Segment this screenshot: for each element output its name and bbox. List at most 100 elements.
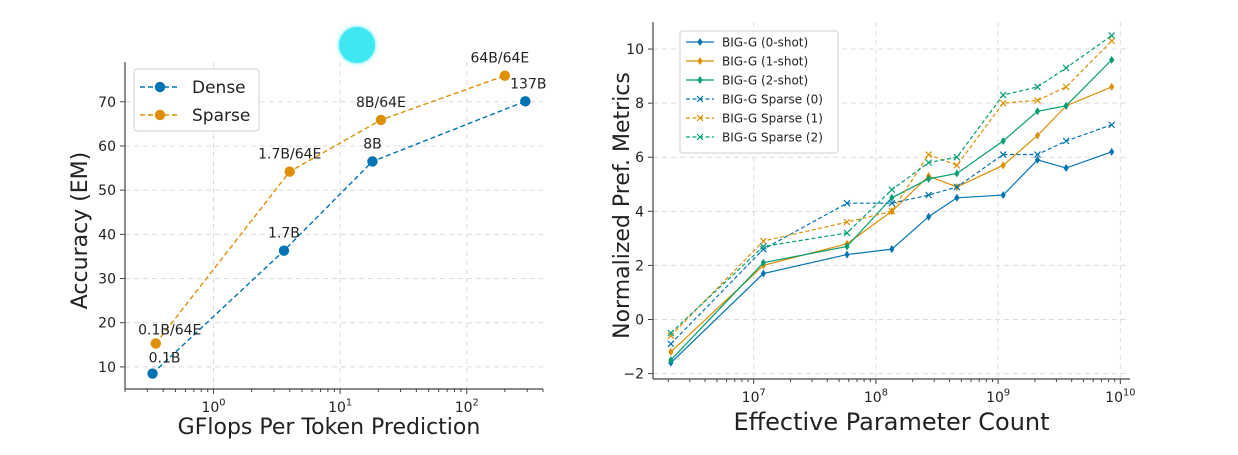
- x-axis-label: GFlops Per Token Prediction: [178, 415, 481, 440]
- data-point: [1063, 101, 1069, 110]
- legend-label: BIG-G Sparse (0): [722, 93, 823, 107]
- data-point: [889, 245, 895, 254]
- data-point: [147, 368, 158, 379]
- x-tick-label: 107: [742, 388, 766, 406]
- data-point: [953, 161, 961, 169]
- data-point: [1108, 121, 1116, 129]
- legend-label: BIG-G Sparse (2): [722, 131, 823, 145]
- y-tick-label: 50: [98, 183, 116, 199]
- legend-label: BIG-G Sparse (1): [722, 112, 823, 126]
- data-label: 137B: [510, 76, 546, 92]
- y-tick-label: 60: [98, 139, 116, 155]
- data-point: [667, 340, 675, 348]
- y-tick-label: 30: [98, 272, 116, 288]
- data-point: [1034, 83, 1041, 91]
- x-axis-label: Effective Parameter Count: [733, 408, 1049, 436]
- data-point: [953, 153, 961, 161]
- data-point: [925, 151, 933, 158]
- y-axis-label: Normalized Pref. Metrics: [610, 72, 635, 339]
- series-line-dense: [152, 100, 526, 375]
- data-point: [843, 218, 851, 226]
- data-point: [1109, 82, 1115, 91]
- data-point: [668, 347, 674, 356]
- data-point: [667, 329, 675, 337]
- data-point: [954, 169, 960, 178]
- data-label: 1.7B/64E: [258, 147, 321, 163]
- legend-marker: [154, 109, 166, 121]
- data-point: [1108, 37, 1116, 45]
- data-point: [760, 269, 766, 278]
- data-label: 1.7B: [268, 226, 300, 242]
- legend: Dense Sparse: [133, 68, 260, 132]
- data-point: [1000, 161, 1006, 170]
- cursor-highlight: [339, 27, 375, 63]
- data-point: [888, 207, 896, 215]
- data-point: [375, 114, 387, 126]
- data-point: [888, 199, 896, 207]
- series-line-2: [670, 59, 1113, 361]
- data-point: [954, 193, 960, 202]
- data-label: 0.1B: [149, 351, 181, 367]
- data-point: [925, 159, 933, 167]
- legend-label: BIG-G (1-shot): [722, 55, 808, 69]
- data-point: [926, 212, 932, 221]
- data-point: [367, 156, 378, 167]
- y-tick-label: 4: [635, 204, 644, 220]
- data-point: [953, 183, 961, 191]
- legend-box: [679, 30, 839, 154]
- data-point: [999, 91, 1007, 99]
- data-point: [759, 245, 767, 253]
- data-point: [1034, 107, 1041, 116]
- legend-label: Dense: [192, 78, 246, 98]
- data-point: [1000, 137, 1006, 145]
- legend-marker: [696, 114, 704, 122]
- data-point: [999, 99, 1007, 107]
- data-label: 8B/64E: [356, 95, 406, 111]
- y-axis-label: Accuracy (EM): [68, 152, 93, 309]
- y-tick-label: 70: [98, 95, 116, 111]
- legend-marker: [154, 81, 166, 93]
- data-point: [1109, 147, 1115, 156]
- y-tick-label: 0: [635, 313, 644, 329]
- y-tick-label: 10: [626, 42, 644, 58]
- series-line-0: [670, 151, 1112, 364]
- series-line-5: [670, 35, 1113, 334]
- legend-label: Sparse: [192, 106, 250, 126]
- data-point: [1034, 155, 1041, 164]
- x-tick-label: 102: [455, 398, 479, 416]
- data-point: [843, 229, 851, 237]
- data-point: [1109, 55, 1115, 64]
- data-point: [1063, 164, 1069, 173]
- legend-marker: [697, 57, 703, 65]
- y-tick-label: 20: [98, 316, 116, 332]
- x-tick-label: 1010: [1105, 388, 1135, 406]
- data-point: [759, 243, 767, 250]
- data-point: [926, 174, 932, 183]
- data-point: [1108, 32, 1116, 39]
- legend-label: BIG-G (0-shot): [722, 36, 808, 50]
- data-point: [520, 96, 531, 107]
- y-tick-label: 6: [635, 150, 644, 166]
- data-point: [1034, 131, 1041, 140]
- y-tick-label: 10: [98, 360, 116, 376]
- data-point: [1062, 83, 1070, 91]
- pref-metrics-chart: −2 0 2 4 6 8 10 107 108 109 1010 Effective Paramete…: [610, 22, 1135, 436]
- x-tick-label: 108: [864, 388, 888, 406]
- legend-marker: [697, 76, 703, 84]
- data-label: 0.1B/64E: [138, 322, 201, 338]
- y-tick-label: 2: [635, 258, 644, 274]
- data-point: [843, 199, 851, 207]
- x-tick-label: 100: [201, 398, 225, 416]
- data-point: [499, 70, 511, 81]
- legend: BIG-G (0-shot) BIG-G (1-shot) BIG-G (2-sho…: [679, 30, 839, 154]
- data-point: [844, 250, 850, 259]
- legend-marker: [697, 38, 703, 46]
- data-point: [759, 237, 767, 245]
- data-point: [1062, 137, 1070, 145]
- data-point: [667, 332, 675, 340]
- data-point: [150, 338, 161, 349]
- data-point: [278, 245, 290, 256]
- series-line-3: [670, 124, 1112, 345]
- series-line-sparse: [155, 75, 506, 344]
